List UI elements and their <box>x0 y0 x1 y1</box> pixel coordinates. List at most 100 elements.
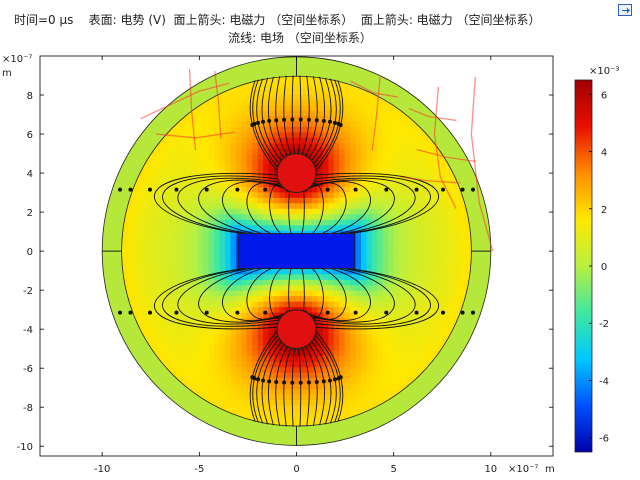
streamline <box>198 179 282 235</box>
streamline <box>154 268 278 330</box>
y-tick-label: -4 <box>23 325 33 336</box>
y-axis-exponent: ×10⁻⁷ <box>2 54 32 65</box>
streamline <box>162 175 278 235</box>
streamline-arrow <box>384 187 389 192</box>
streamline-arrow <box>282 117 287 122</box>
streamline-arrow <box>282 380 287 385</box>
streamline-arrow <box>414 310 419 315</box>
handwritten-stroke <box>188 69 197 151</box>
streamline-arrow <box>290 117 295 122</box>
colorbar-tick-label: -6 <box>599 434 609 445</box>
y-tick-label: -8 <box>23 403 33 414</box>
x-tick-label: 10 <box>484 464 497 475</box>
streamline-arrow <box>235 310 240 315</box>
handwritten-stroke <box>400 176 461 184</box>
y-tick-label: 4 <box>27 169 33 180</box>
streamline-arrow <box>470 310 475 315</box>
streamline-arrow <box>332 377 337 382</box>
streamline <box>198 268 282 323</box>
streamline-arrow <box>290 380 295 385</box>
handwritten-stroke <box>214 70 222 139</box>
y-tick-label: 6 <box>27 130 33 141</box>
streamline-arrow <box>118 310 123 315</box>
streamline-arrow <box>327 378 332 383</box>
bottom-electrode <box>276 309 317 350</box>
streamlines <box>118 75 475 427</box>
streamline <box>313 268 416 325</box>
streamline <box>311 268 395 323</box>
x-axis-unit: m <box>545 464 555 475</box>
streamline-arrow <box>327 119 332 124</box>
streamline-arrow <box>460 310 465 315</box>
colorbar-tick-label: 6 <box>601 90 607 101</box>
colorbar-tick-label: 4 <box>601 148 607 159</box>
streamline-arrow <box>332 120 337 125</box>
handwritten-stroke <box>433 86 457 209</box>
handwritten-stroke <box>140 82 230 120</box>
y-tick-label: 8 <box>27 91 33 102</box>
streamline-arrow <box>174 310 179 315</box>
y-axis-unit: m <box>2 68 12 79</box>
streamline <box>315 175 431 235</box>
plot-title-line2: 流线: 电场 （空间坐标系） <box>228 31 372 45</box>
streamline-arrow <box>321 118 326 123</box>
y-tick-label: -10 <box>17 442 33 453</box>
streamline-arrow <box>314 118 319 123</box>
colorbar-exponent: ×10⁻³ <box>589 66 619 77</box>
streamline-arrow <box>440 187 445 192</box>
streamline-arrow <box>414 187 419 192</box>
streamline-arrow <box>261 378 266 383</box>
streamline-arrow <box>384 310 389 315</box>
streamline <box>315 268 431 327</box>
ring-marks <box>102 56 491 446</box>
x-tick-label: 0 <box>293 464 299 475</box>
colorbar-ticks: 6 4 2 0 -2 -4 -6 <box>589 90 609 445</box>
streamline-arrow <box>470 187 475 192</box>
x-tick-label: 5 <box>390 464 396 475</box>
streamline <box>315 268 439 330</box>
streamline-arrow <box>261 119 266 124</box>
streamline-arrow <box>256 377 261 382</box>
streamline-arrow <box>267 118 272 123</box>
streamline-arrow <box>298 117 303 122</box>
streamline <box>154 172 278 235</box>
x-axis-exponent: ×10⁻⁷ <box>508 464 538 475</box>
handwritten-stroke <box>408 108 457 122</box>
streamline <box>222 268 285 321</box>
handwritten-stroke <box>416 149 476 163</box>
plot-title-line1: 时间=0 µs 表面: 电势 (V) 面上箭头: 电磁力 （空间坐标系） 面上箭… <box>14 13 541 27</box>
streamline-arrow <box>256 120 261 125</box>
streamline-arrow <box>460 187 465 192</box>
streamline <box>311 179 395 235</box>
streamline <box>162 268 278 327</box>
colorbar-tick-label: -2 <box>599 319 609 330</box>
colorbar-tick-label: 2 <box>601 205 607 216</box>
streamline-arrow <box>306 117 311 122</box>
streamline-arrow <box>336 121 341 126</box>
streamline-arrow <box>250 123 255 128</box>
streamline-arrow <box>440 310 445 315</box>
top-electrode <box>276 153 317 194</box>
streamline-arrow <box>274 118 279 123</box>
handwritten-stroke <box>470 76 494 252</box>
streamline-arrow <box>148 187 153 192</box>
export-icon[interactable] <box>618 4 632 16</box>
streamline-arrow <box>148 310 153 315</box>
streamline-arrow <box>274 380 279 385</box>
streamline-arrow <box>204 310 209 315</box>
streamline-arrow <box>353 310 358 315</box>
streamline-arrow <box>325 310 330 315</box>
streamline-arrow <box>267 379 272 384</box>
colorbar-tick-label: -4 <box>599 376 609 387</box>
y-tick-label: -6 <box>23 364 33 375</box>
streamline <box>305 268 347 320</box>
handwritten-stroke <box>155 131 235 139</box>
streamline-arrow <box>118 187 123 192</box>
y-axis: 8 6 4 2 0 -2 -4 -6 -8 -10 <box>17 91 553 453</box>
streamline-arrow <box>336 376 341 381</box>
streamline <box>177 177 280 235</box>
streamline-arrow <box>325 187 330 192</box>
x-tick-label: -10 <box>94 464 110 475</box>
streamline-arrow <box>321 379 326 384</box>
